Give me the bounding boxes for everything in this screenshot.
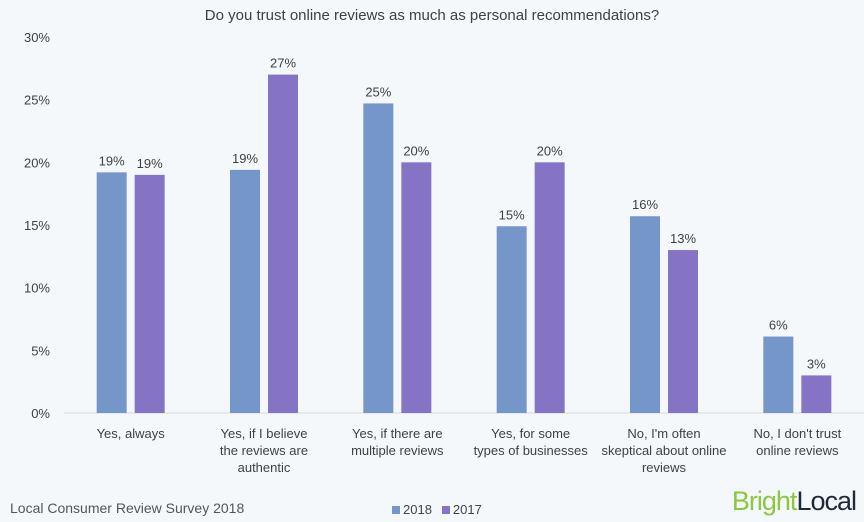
x-tick-label: authentic — [238, 460, 291, 475]
data-label: 13% — [670, 231, 696, 246]
bar-2017 — [668, 250, 698, 413]
legend-swatch — [441, 506, 450, 514]
x-tick-label: multiple reviews — [351, 443, 444, 458]
data-label: 19% — [232, 151, 258, 166]
bar-2017 — [534, 162, 565, 413]
y-tick-label: 30% — [24, 30, 50, 45]
data-label: 27% — [270, 56, 296, 71]
data-label: 3% — [807, 356, 826, 371]
legend: 2018 2017 — [392, 502, 482, 517]
data-label: 15% — [499, 207, 525, 222]
bar-2018 — [630, 216, 660, 413]
bar-2018 — [363, 103, 394, 413]
bar-2018 — [496, 226, 527, 413]
x-tick-label: online reviews — [756, 443, 839, 458]
data-label: 20% — [403, 143, 429, 158]
bar-2017 — [401, 162, 432, 413]
bar-2018 — [230, 169, 260, 413]
x-tick-label: the reviews are — [220, 443, 308, 458]
x-tick-label: skeptical about online — [601, 443, 726, 458]
legend-item-2017: 2017 — [441, 502, 482, 517]
y-tick-label: 20% — [24, 155, 50, 170]
source-caption: Local Consumer Review Survey 2018 — [10, 500, 245, 516]
bar-2017 — [268, 74, 298, 413]
data-label: 20% — [537, 143, 563, 158]
x-tick-label: reviews — [642, 460, 687, 475]
x-tick-label: Yes, if there are — [352, 426, 443, 441]
chart-title: Do you trust online reviews as much as p… — [205, 7, 659, 24]
bar-2018 — [763, 336, 794, 413]
y-tick-label: 15% — [24, 218, 50, 233]
legend-label: 2017 — [452, 502, 482, 517]
y-tick-label: 10% — [24, 281, 50, 296]
y-tick-label: 5% — [31, 343, 50, 358]
bar-2017 — [134, 174, 165, 413]
y-tick-label: 25% — [24, 93, 50, 108]
data-label: 19% — [99, 153, 125, 168]
x-tick-label: No, I don't trust — [753, 426, 841, 441]
brightlocal-logo: BrightLocal — [731, 486, 857, 516]
y-tick-label: 0% — [31, 406, 50, 421]
data-label: 19% — [137, 156, 163, 171]
x-tick-label: No, I'm often — [627, 426, 700, 441]
x-tick-label: Yes, if I believe — [221, 426, 308, 441]
data-label: 6% — [769, 318, 788, 333]
x-tick-label: types of businesses — [474, 443, 589, 458]
bar-2017 — [801, 375, 832, 413]
x-tick-label: Yes, for some — [491, 426, 570, 441]
data-label: 16% — [632, 197, 658, 212]
data-label: 25% — [365, 84, 391, 99]
x-tick-label: Yes, always — [97, 426, 166, 441]
legend-label: 2018 — [403, 502, 432, 517]
legend-swatch — [392, 506, 400, 514]
legend-item-2018: 2018 — [392, 502, 432, 517]
bar-2018 — [96, 172, 127, 413]
